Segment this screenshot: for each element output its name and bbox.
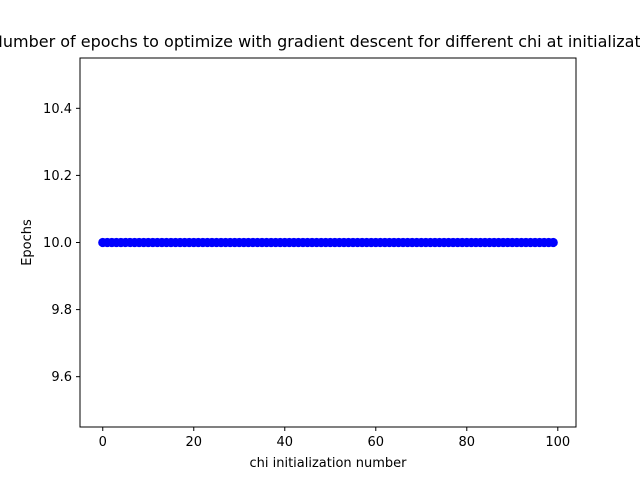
x-tick-label: 40	[276, 435, 293, 450]
chart-title: Number of epochs to optimize with gradie…	[0, 32, 640, 51]
x-tick-label: 0	[99, 435, 107, 450]
y-tick-label: 9.8	[51, 303, 72, 318]
y-axis-ticks: 9.6 9.8 10.0 10.2 10.4	[43, 102, 80, 385]
title-clip: Number of epochs to optimize with gradie…	[0, 0, 640, 56]
x-tick-label: 80	[459, 435, 476, 450]
x-axis-ticks: 0 20 40 60 80 100	[99, 427, 570, 450]
x-tick-label: 20	[185, 435, 202, 450]
scatter-points	[98, 237, 558, 248]
x-tick-label: 60	[368, 435, 385, 450]
y-tick-label: 9.6	[51, 370, 72, 385]
y-tick-label: 10.4	[43, 102, 72, 117]
x-axis-label: chi initialization number	[249, 456, 407, 471]
y-tick-label: 10.2	[43, 169, 72, 184]
y-tick-label: 10.0	[43, 236, 72, 251]
y-axis-label: Epochs	[20, 219, 35, 266]
x-tick-label: 100	[545, 435, 570, 450]
data-point	[548, 237, 558, 248]
